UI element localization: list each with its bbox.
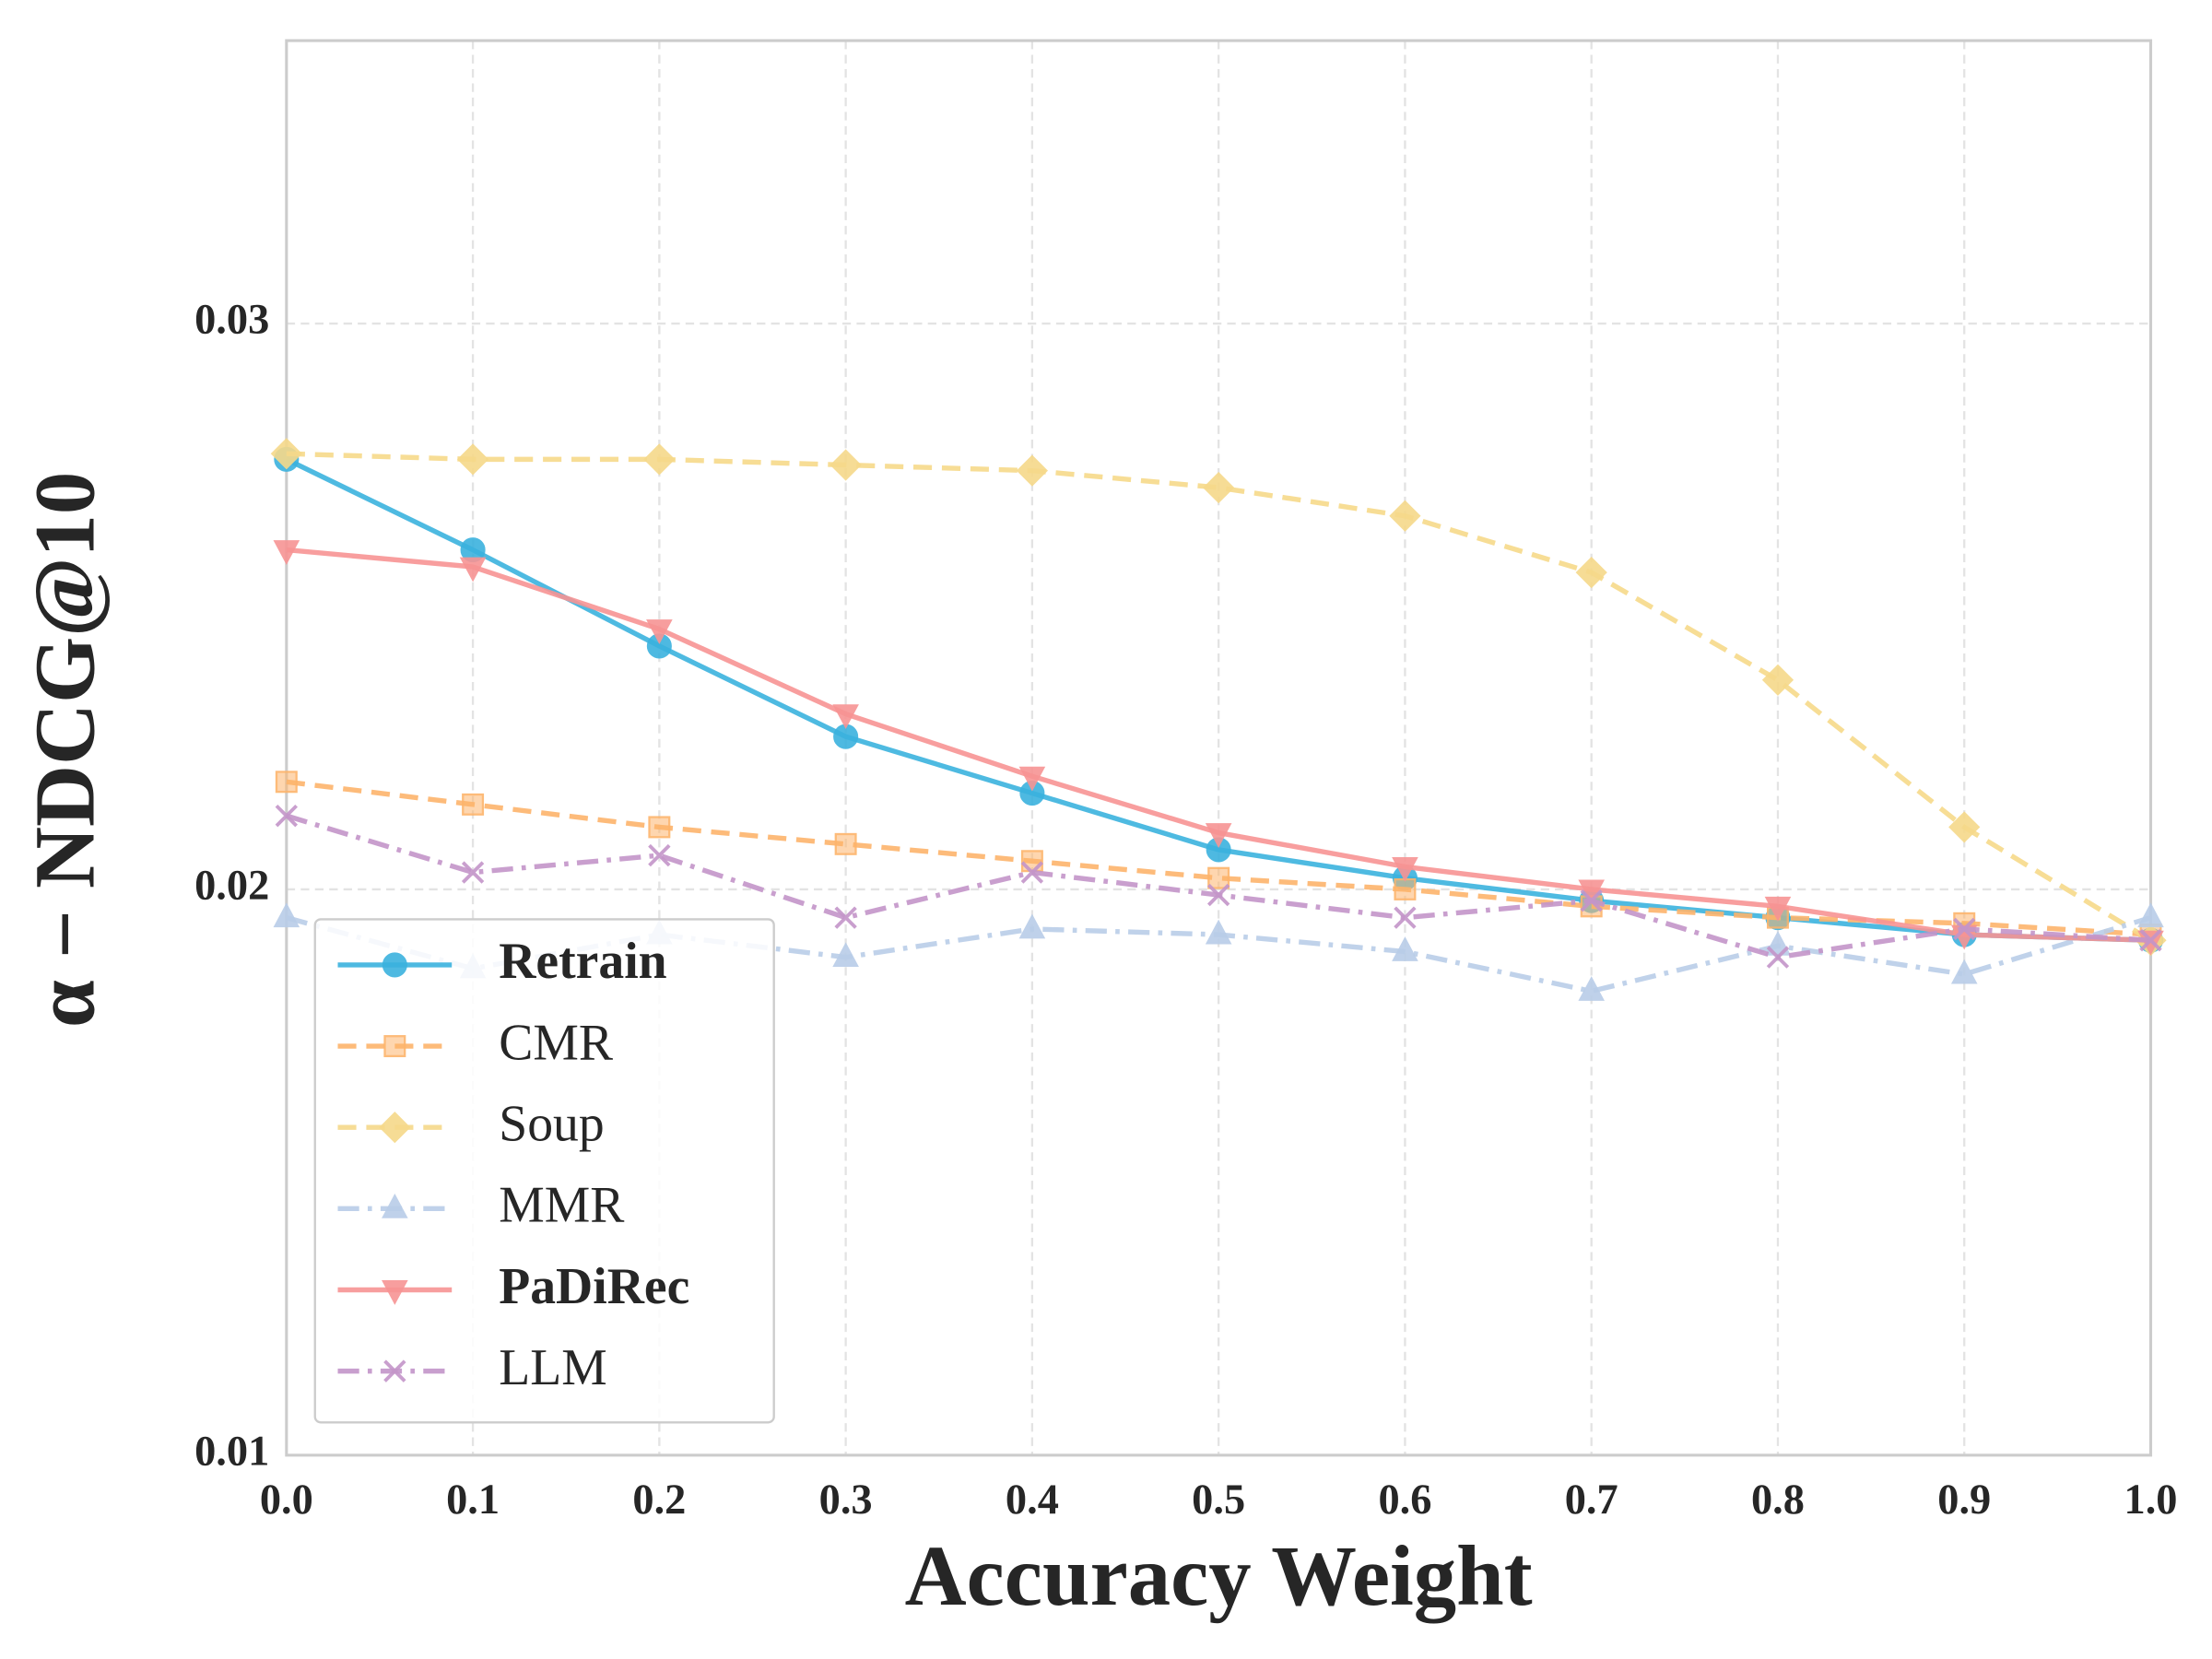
x-tick-label: 1.0 <box>2124 1477 2178 1524</box>
marker <box>462 793 485 816</box>
marker <box>1578 976 1606 1001</box>
marker <box>1016 454 1049 487</box>
marker <box>382 952 407 978</box>
x-tick-label: 0.9 <box>1937 1477 1991 1524</box>
x-tick-label: 0.6 <box>1378 1477 1431 1524</box>
marker <box>832 942 859 968</box>
x-tick-label: 0.8 <box>1751 1477 1805 1524</box>
y-tick-label: 0.02 <box>194 863 269 910</box>
legend-label: Retrain <box>499 933 666 990</box>
marker <box>383 1359 406 1382</box>
marker <box>643 443 676 476</box>
legend-label: LLM <box>499 1339 606 1396</box>
marker <box>834 906 857 929</box>
marker <box>459 557 487 582</box>
marker <box>648 816 671 839</box>
marker <box>456 443 489 476</box>
marker <box>1389 500 1421 532</box>
marker <box>273 902 300 928</box>
legend-label: MMR <box>499 1177 625 1234</box>
marker <box>1578 879 1606 905</box>
x-tick-label: 0.4 <box>1006 1477 1059 1524</box>
line <box>286 451 2152 943</box>
legend: Retrain CMR Soup MMR PaDiRec LLM <box>313 918 775 1424</box>
x-tick-label: 0.1 <box>446 1477 500 1524</box>
marker <box>1953 917 1976 941</box>
marker <box>379 1112 411 1144</box>
marker <box>1392 856 1418 882</box>
marker <box>1205 823 1232 848</box>
legend-label: CMR <box>499 1014 614 1071</box>
marker <box>834 832 857 855</box>
marker <box>1392 936 1418 961</box>
x-tick-label: 0.3 <box>819 1477 873 1524</box>
marker <box>1020 861 1044 884</box>
marker <box>2137 902 2164 928</box>
x-tick-label: 0.7 <box>1565 1477 1618 1524</box>
x-tick-label: 0.2 <box>632 1477 686 1524</box>
marker <box>1018 913 1046 939</box>
legend-label: Soup <box>499 1096 604 1153</box>
marker <box>1950 959 1978 984</box>
x-tick-label: 0.0 <box>260 1477 313 1524</box>
marker <box>382 1193 408 1218</box>
x-axis-label: Accuracy Weight <box>905 1529 1533 1624</box>
plot-frame <box>285 39 2153 1457</box>
marker <box>1948 811 1981 843</box>
marker <box>461 861 485 884</box>
marker <box>275 771 298 794</box>
marker <box>1766 946 1790 969</box>
marker <box>275 804 299 828</box>
marker <box>1575 557 1607 589</box>
marker <box>832 704 859 730</box>
marker <box>1206 883 1230 907</box>
marker <box>1394 906 1417 929</box>
marker <box>1205 919 1232 945</box>
series <box>275 804 2162 969</box>
marker <box>1764 896 1792 922</box>
marker <box>2139 929 2162 952</box>
marker <box>1580 889 1603 912</box>
marker <box>1394 877 1417 900</box>
marker <box>382 1280 408 1305</box>
series <box>273 540 2164 956</box>
marker <box>1207 866 1230 889</box>
marker <box>646 619 673 644</box>
marker <box>273 540 300 565</box>
marker <box>1761 664 1794 696</box>
marker <box>648 843 671 867</box>
legend-label: PaDiRec <box>499 1258 689 1315</box>
marker <box>1020 850 1043 873</box>
marker <box>270 438 302 470</box>
y-tick-label: 0.01 <box>194 1429 269 1476</box>
marker <box>1203 471 1235 504</box>
x-tick-label: 0.5 <box>1192 1477 1245 1524</box>
marker <box>1018 766 1046 792</box>
marker <box>830 449 862 481</box>
marker <box>383 1035 406 1058</box>
y-axis-label: α − NDCG@10 <box>18 472 113 1028</box>
y-tick-label: 0.03 <box>194 297 269 344</box>
